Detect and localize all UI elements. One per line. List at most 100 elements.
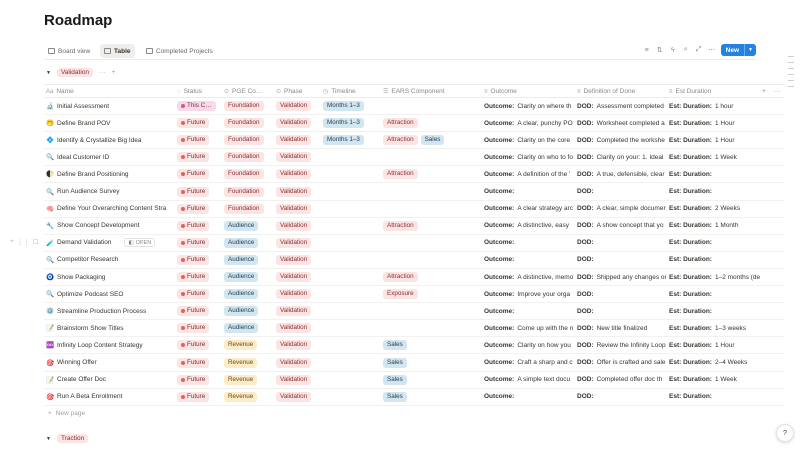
- dod-cell[interactable]: DOD: Review the Infinity Loop: [577, 337, 666, 353]
- phase-cell[interactable]: Validation: [276, 320, 312, 336]
- ears-cell[interactable]: Sales: [383, 372, 407, 388]
- tab-board-view[interactable]: Board view: [44, 44, 94, 58]
- phase-cell[interactable]: Validation: [276, 269, 312, 285]
- status-cell[interactable]: Future: [177, 372, 210, 388]
- duration-cell[interactable]: Est: Duration: 2–4 Weeks: [669, 355, 784, 371]
- name-cell[interactable]: 🔍 Competitor Research: [46, 252, 174, 268]
- ears-cell[interactable]: Exposure: [383, 286, 418, 302]
- name-cell[interactable]: 🧪 Demand Validation ◧ OPEN: [46, 235, 174, 251]
- pge-cell[interactable]: Foundation: [224, 201, 264, 217]
- outcome-cell[interactable]: Outcome: A distinctive, memo: [484, 269, 574, 285]
- outcome-cell[interactable]: Outcome:: [484, 252, 574, 268]
- timeline-cell[interactable]: Months 1–3: [323, 98, 364, 114]
- pge-cell[interactable]: Foundation: [224, 149, 264, 165]
- pge-cell[interactable]: Foundation: [224, 184, 264, 200]
- tab-table[interactable]: Table: [100, 44, 135, 58]
- phase-cell[interactable]: Validation: [276, 252, 312, 268]
- phase-cell[interactable]: Validation: [276, 355, 312, 371]
- name-cell[interactable]: 💠 Identify & Crystallize Big Idea: [46, 132, 174, 148]
- status-cell[interactable]: Future: [177, 286, 210, 302]
- ears-cell[interactable]: Sales: [383, 355, 407, 371]
- table-row[interactable]: 📝 Brainstorm Show Titles Future Audience Val…: [44, 320, 784, 338]
- status-cell[interactable]: Future: [177, 218, 210, 234]
- pge-cell[interactable]: Revenue: [224, 372, 258, 388]
- status-cell[interactable]: Future: [177, 355, 210, 371]
- dod-cell[interactable]: DOD: Worksheet completed a: [577, 115, 666, 131]
- new-page-button[interactable]: + New page: [48, 410, 85, 417]
- duration-cell[interactable]: Est: Duration:: [669, 235, 784, 251]
- new-button[interactable]: New ▼: [720, 44, 756, 56]
- duration-cell[interactable]: Est: Duration: 1 Hour: [669, 115, 784, 131]
- pge-cell[interactable]: Audience: [224, 269, 259, 285]
- pge-cell[interactable]: Audience: [224, 320, 259, 336]
- outcome-cell[interactable]: Outcome: Clarity on where th: [484, 98, 574, 114]
- outcome-cell[interactable]: Outcome: Clarity on how you: [484, 337, 574, 353]
- phase-cell[interactable]: Validation: [276, 149, 312, 165]
- pge-cell[interactable]: Audience: [224, 235, 259, 251]
- table-row[interactable]: ♾️ Infinity Loop Content Strategy Future Re…: [44, 337, 784, 355]
- sort-icon[interactable]: ⇅: [656, 47, 663, 54]
- dod-cell[interactable]: DOD: Assessment completed: [577, 98, 666, 114]
- chevron-down-icon[interactable]: ▼: [744, 44, 756, 56]
- pge-cell[interactable]: Audience: [224, 303, 259, 319]
- table-row[interactable]: 🔍 Ideal Customer ID Future Foundation Valida…: [44, 149, 784, 167]
- add-row-icon[interactable]: +: [10, 237, 14, 245]
- status-cell[interactable]: Future: [177, 184, 210, 200]
- duration-cell[interactable]: Est: Duration:: [669, 184, 784, 200]
- status-cell[interactable]: Future: [177, 132, 210, 148]
- pge-cell[interactable]: Foundation: [224, 115, 264, 131]
- outcome-cell[interactable]: Outcome:: [484, 303, 574, 319]
- outcome-cell[interactable]: Outcome: Clarity on who to fo: [484, 149, 574, 165]
- phase-cell[interactable]: Validation: [276, 337, 312, 353]
- status-cell[interactable]: Future: [177, 337, 210, 353]
- outcome-cell[interactable]: Outcome: Improve your orga: [484, 286, 574, 302]
- duration-cell[interactable]: Est: Duration: 1 Hour: [669, 337, 784, 353]
- table-row[interactable]: 🔍 Competitor Research Future Audience Valida…: [44, 252, 784, 269]
- duration-cell[interactable]: Est: Duration: 1 Week: [669, 372, 784, 388]
- table-row[interactable]: 🌓 Define Brand Positioning Future Foundatio…: [44, 166, 784, 184]
- dod-cell[interactable]: DOD:: [577, 303, 666, 319]
- status-cell[interactable]: Future: [177, 389, 210, 405]
- phase-cell[interactable]: Validation: [276, 98, 312, 114]
- phase-cell[interactable]: Validation: [276, 166, 312, 182]
- col-dod[interactable]: ≡ Definition of Done: [577, 85, 635, 98]
- col-outcome[interactable]: ≡ Outcome: [484, 85, 517, 98]
- outcome-cell[interactable]: Outcome: Come up with the n: [484, 320, 574, 336]
- status-cell[interactable]: Future: [177, 115, 210, 131]
- col-timeline[interactable]: ◷ Timeline: [323, 85, 356, 98]
- table-row[interactable]: 🔧 Show Concept Development Future Audience V…: [44, 218, 784, 235]
- name-cell[interactable]: 🔬 Initial Assessment: [46, 98, 174, 114]
- phase-cell[interactable]: Validation: [276, 235, 312, 251]
- table-row[interactable]: 🔍 Run Audience Survey Future Foundation Vali…: [44, 184, 784, 201]
- add-column-button[interactable]: +: [762, 88, 766, 95]
- dod-cell[interactable]: DOD:: [577, 235, 666, 251]
- col-ears[interactable]: ☰ EARS Component: [383, 85, 445, 98]
- name-cell[interactable]: 🌓 Define Brand Positioning: [46, 166, 174, 182]
- tab-completed-projects[interactable]: Completed Projects: [142, 44, 217, 58]
- phase-cell[interactable]: Validation: [276, 184, 312, 200]
- status-cell[interactable]: Future: [177, 149, 210, 165]
- phase-cell[interactable]: Validation: [276, 218, 312, 234]
- col-status[interactable]: ◌ Status: [177, 85, 202, 98]
- status-cell[interactable]: Future: [177, 166, 210, 182]
- ears-cell[interactable]: Attraction: [383, 269, 418, 285]
- group-add-button[interactable]: +: [111, 69, 116, 76]
- phase-cell[interactable]: Validation: [276, 372, 312, 388]
- phase-cell[interactable]: Validation: [276, 286, 312, 302]
- pge-cell[interactable]: Revenue: [224, 337, 258, 353]
- timeline-cell[interactable]: Months 1–3: [323, 115, 364, 131]
- outcome-cell[interactable]: Outcome: Clarity on the core: [484, 132, 574, 148]
- name-cell[interactable]: 🧿 Show Packaging: [46, 269, 174, 285]
- dod-cell[interactable]: DOD:: [577, 286, 666, 302]
- table-row[interactable]: 📝 Create Offer Doc Future Revenue Validation…: [44, 372, 784, 389]
- drag-handle-icon[interactable]: ⋮⋮: [16, 238, 30, 246]
- col-pge[interactable]: ⊙ PGE Co…: [224, 85, 262, 98]
- name-cell[interactable]: 🔍 Run Audience Survey: [46, 184, 174, 200]
- status-cell[interactable]: Future: [177, 269, 210, 285]
- duration-cell[interactable]: Est: Duration:: [669, 303, 784, 319]
- status-cell[interactable]: Future: [177, 252, 210, 268]
- duration-cell[interactable]: Est: Duration: 1–3 weeks: [669, 320, 784, 336]
- dod-cell[interactable]: DOD: Clarity on your: 1. Ideal: [577, 149, 666, 165]
- outcome-cell[interactable]: Outcome: A distinctive, easy: [484, 218, 574, 234]
- pge-cell[interactable]: Revenue: [224, 355, 258, 371]
